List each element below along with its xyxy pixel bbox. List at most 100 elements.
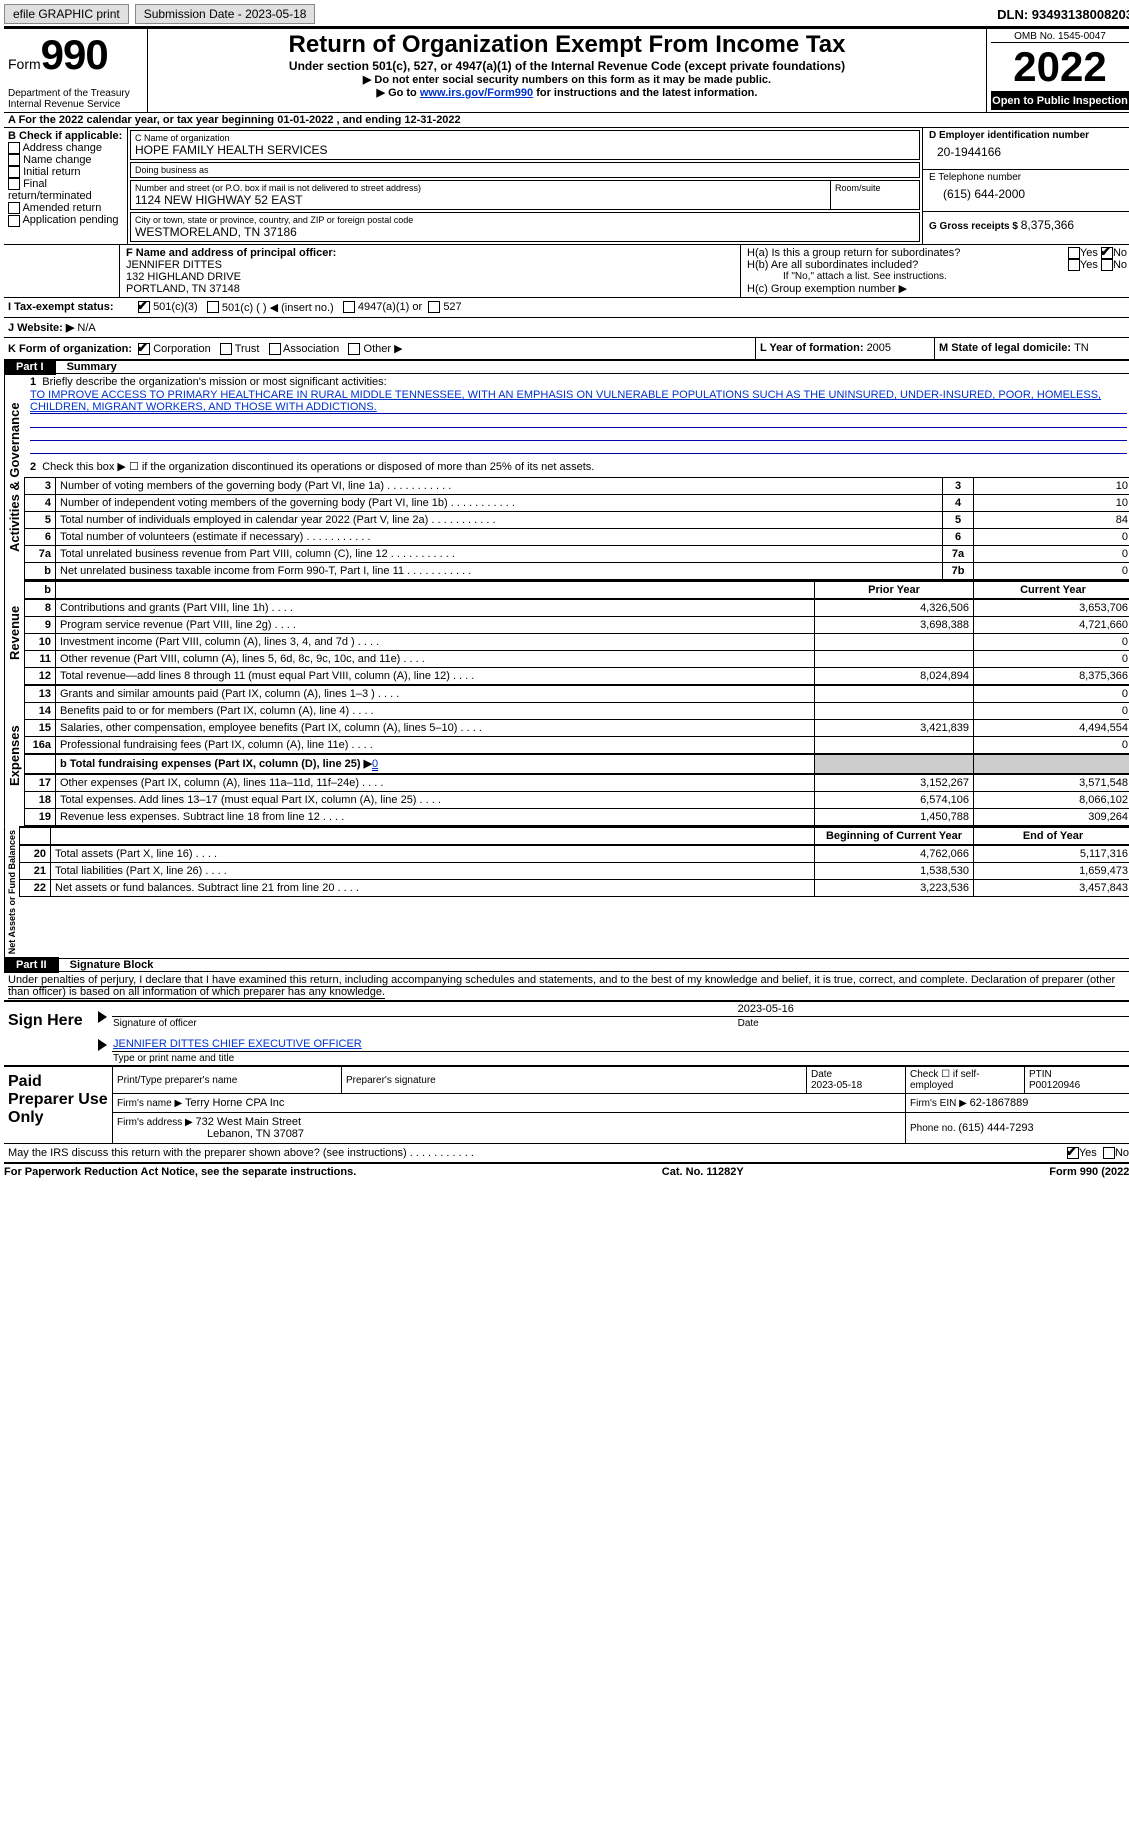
section-deg: D Employer identification number 20-1944…: [922, 128, 1129, 244]
line-a: A For the 2022 calendar year, or tax yea…: [4, 112, 1129, 127]
hb-no-checkbox[interactable]: [1101, 259, 1113, 271]
table-row: 10Investment income (Part VIII, column (…: [25, 634, 1129, 651]
dln-label: DLN: 93493138008203: [997, 7, 1129, 22]
firm-ein-label: Firm's EIN ▶: [910, 1098, 970, 1109]
b-item-label: Amended return: [22, 202, 101, 214]
mission-text[interactable]: TO IMPROVE ACCESS TO PRIMARY HEALTHCARE …: [30, 389, 1127, 414]
table-row: 22Net assets or fund balances. Subtract …: [20, 880, 1129, 897]
i-501c-checkbox[interactable]: [207, 301, 219, 313]
efile-print-button[interactable]: efile GRAPHIC print: [4, 4, 129, 24]
section-h: H(a) Is this a group return for subordin…: [740, 245, 1129, 297]
i-4947-checkbox[interactable]: [343, 301, 355, 313]
table-row: 11Other revenue (Part VIII, column (A), …: [25, 651, 1129, 668]
irs-link[interactable]: www.irs.gov/Form990: [420, 87, 533, 99]
submission-date-button[interactable]: Submission Date - 2023-05-18: [135, 4, 316, 24]
sign-here: Sign Here 2023-05-16 Signature of office…: [4, 1000, 1129, 1065]
warn2-pre: ▶ Go to: [377, 87, 420, 99]
b-checkbox[interactable]: [8, 166, 20, 178]
part2-title: Signature Block: [62, 959, 154, 971]
footer-right: Form 990 (2022): [1049, 1166, 1129, 1178]
rows-a-table: 3Number of voting members of the governi…: [24, 477, 1129, 580]
firm-ein: 62-1867889: [970, 1097, 1029, 1109]
rows-exp2-table: 17Other expenses (Part IX, column (A), l…: [24, 774, 1129, 826]
b-checkbox[interactable]: [8, 142, 20, 154]
yes-label2: Yes: [1080, 259, 1098, 271]
k-corp-checkbox[interactable]: [138, 343, 150, 355]
paid-preparer: Paid Preparer Use Only Print/Type prepar…: [4, 1065, 1129, 1143]
row16b-val[interactable]: 0: [372, 758, 378, 771]
net-head-table: Beginning of Current Year End of Year: [19, 826, 1129, 845]
k-o1: Corporation: [153, 343, 210, 355]
hdr-begin: Beginning of Current Year: [815, 827, 974, 845]
b-item-label: Final return/terminated: [8, 178, 92, 202]
org-addr: 1124 NEW HIGHWAY 52 EAST: [135, 193, 826, 207]
tax-year: 2022: [991, 42, 1129, 92]
sign-arrow-icon: [92, 1002, 112, 1030]
vlabel-activities: Activities & Governance: [4, 374, 24, 580]
table-row: 4Number of independent voting members of…: [25, 495, 1129, 512]
hc-label: H(c) Group exemption number ▶: [747, 282, 1127, 295]
i-527-checkbox[interactable]: [428, 301, 440, 313]
k-trust-checkbox[interactable]: [220, 343, 232, 355]
rev-head-table: b Prior Year Current Year: [24, 580, 1129, 599]
form-header: Form990 Department of the Treasury Inter…: [4, 26, 1129, 112]
i-label: I Tax-exempt status:: [8, 301, 138, 314]
footer: For Paperwork Reduction Act Notice, see …: [4, 1164, 1129, 1178]
b-checkbox[interactable]: [8, 154, 20, 166]
k-label: K Form of organization:: [8, 343, 132, 355]
table-row: 9Program service revenue (Part VIII, lin…: [25, 617, 1129, 634]
section-b: B Check if applicable: Address change Na…: [4, 128, 128, 244]
k-o3: Association: [283, 343, 339, 355]
table-row: 15Salaries, other compensation, employee…: [25, 720, 1129, 737]
activities-section: Activities & Governance 1 Briefly descri…: [4, 373, 1129, 580]
form-title: Return of Organization Exempt From Incom…: [154, 31, 980, 59]
yes-label: Yes: [1080, 247, 1098, 259]
table-row: 18Total expenses. Add lines 13–17 (must …: [25, 792, 1129, 809]
revenue-section: Revenue b Prior Year Current Year 8Contr…: [4, 580, 1129, 685]
vlabel-net: Net Assets or Fund Balances: [4, 826, 19, 958]
paid-date-label: Date: [811, 1069, 832, 1080]
open-inspection: Open to Public Inspection: [991, 92, 1129, 110]
table-row: 13Grants and similar amounts paid (Part …: [25, 686, 1129, 703]
table-row: 5Total number of individuals employed in…: [25, 512, 1129, 529]
sign-name-label: Type or print name and title: [112, 1052, 1129, 1066]
section-klm: K Form of organization: Corporation Trus…: [4, 337, 1129, 360]
i-501c3-checkbox[interactable]: [138, 301, 150, 313]
form-subtitle: Under section 501(c), 527, or 4947(a)(1)…: [154, 59, 980, 73]
section-bcdeg: B Check if applicable: Address change Na…: [4, 127, 1129, 244]
l2-text: Check this box ▶ ☐ if the organization d…: [42, 461, 594, 473]
dept-label: Department of the Treasury Internal Reve…: [8, 88, 143, 110]
hdr-prior: Prior Year: [815, 581, 974, 599]
paid-sig-label: Preparer's signature: [342, 1067, 807, 1094]
table-row: bNet unrelated business taxable income f…: [25, 563, 1129, 580]
hdr-current: Current Year: [974, 581, 1129, 599]
l-value: 2005: [867, 342, 891, 354]
no-label2: No: [1113, 259, 1127, 271]
section-i: I Tax-exempt status: 501(c)(3) 501(c) ( …: [4, 297, 1129, 317]
hb-yes-checkbox[interactable]: [1068, 259, 1080, 271]
j-label: J Website: ▶: [8, 322, 74, 334]
warn2-post: for instructions and the latest informat…: [533, 87, 757, 99]
row-16b-table: b Total fundraising expenses (Part IX, c…: [24, 754, 1129, 774]
phone-value: (615) 444-7293: [958, 1122, 1033, 1134]
table-row: 14Benefits paid to or for members (Part …: [25, 703, 1129, 720]
k-other-checkbox[interactable]: [348, 343, 360, 355]
b-checkbox[interactable]: [8, 178, 20, 190]
firm-name-label: Firm's name ▶: [117, 1098, 185, 1109]
firm-addr2: Lebanon, TN 37087: [117, 1128, 304, 1140]
b-checkbox[interactable]: [8, 215, 20, 227]
form-word: Form: [8, 56, 41, 72]
k-assoc-checkbox[interactable]: [269, 343, 281, 355]
c-name-label: C Name of organization: [135, 133, 915, 143]
discuss-no-checkbox[interactable]: [1103, 1147, 1115, 1159]
c-room-label: Room/suite: [835, 183, 915, 193]
officer-printed-name[interactable]: JENNIFER DITTES CHIEF EXECUTIVE OFFICER: [112, 1030, 1129, 1052]
discuss-yes-checkbox[interactable]: [1067, 1147, 1079, 1159]
firm-addr-label: Firm's address ▶: [117, 1117, 196, 1128]
part1-banner: Part I Summary: [4, 360, 1129, 373]
i-opt2: 501(c) ( ) ◀ (insert no.): [222, 301, 334, 314]
b-checkbox[interactable]: [8, 202, 20, 214]
ha-no-checkbox[interactable]: [1101, 247, 1113, 259]
section-fh: F Name and address of principal officer:…: [4, 244, 1129, 297]
ha-yes-checkbox[interactable]: [1068, 247, 1080, 259]
